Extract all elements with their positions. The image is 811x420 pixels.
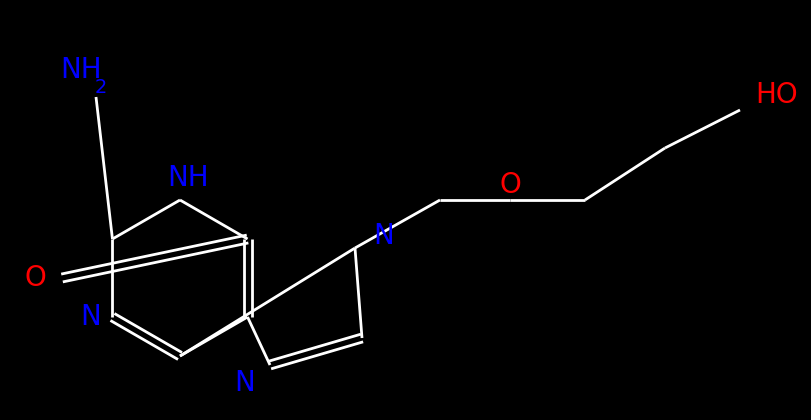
Text: N: N bbox=[234, 369, 255, 397]
Text: O: O bbox=[24, 264, 45, 292]
Text: NH: NH bbox=[60, 56, 101, 84]
Text: O: O bbox=[499, 171, 520, 199]
Text: 2: 2 bbox=[95, 78, 107, 97]
Text: NH: NH bbox=[167, 164, 208, 192]
Text: N: N bbox=[80, 303, 101, 331]
Text: HO: HO bbox=[754, 81, 796, 109]
Text: N: N bbox=[372, 222, 393, 250]
